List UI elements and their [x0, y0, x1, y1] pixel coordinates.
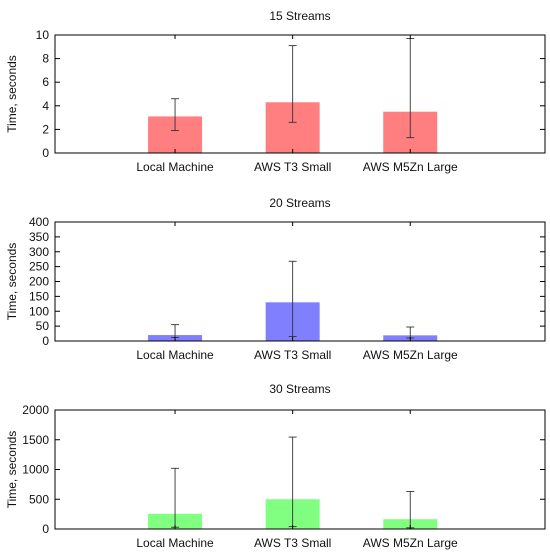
y-tick-label: 250 — [29, 260, 49, 274]
y-tick-label: 1000 — [22, 463, 49, 477]
x-tick-label: AWS M5Zn Large — [363, 348, 458, 362]
y-tick-label: 400 — [29, 215, 49, 229]
y-tick-label: 100 — [29, 304, 49, 318]
x-tick-label: AWS T3 Small — [254, 536, 331, 550]
y-tick-label: 0 — [42, 522, 49, 536]
y-tick-label: 2 — [42, 122, 49, 136]
x-tick-label: AWS T3 Small — [254, 160, 331, 174]
x-tick-label: AWS M5Zn Large — [363, 536, 458, 550]
chart-panel-2: 20 Streams Time, seconds 05010015020025030… — [5, 196, 546, 362]
y-tick-label: 0 — [42, 334, 49, 348]
x-tick-label: Local Machine — [136, 160, 214, 174]
x-tick-label: Local Machine — [136, 348, 214, 362]
y-tick-label: 150 — [29, 289, 49, 303]
y-tick-label: 1500 — [22, 433, 49, 447]
plot-frame — [54, 409, 546, 530]
y-tick-label: 50 — [36, 319, 50, 333]
y-tick-label: 350 — [29, 230, 49, 244]
y-tick-label: 500 — [29, 492, 49, 506]
x-tick-label: AWS M5Zn Large — [363, 160, 458, 174]
y-tick-label: 200 — [29, 275, 49, 289]
chart-title: 20 Streams — [269, 196, 330, 210]
y-axis-label: Time, seconds — [5, 243, 19, 321]
chart-panel-1: 15 Streams Time, seconds 0 2 4 6 8 10 Local Mach… — [5, 9, 546, 174]
y-tick-label: 8 — [42, 52, 49, 66]
y-tick-label: 10 — [36, 28, 50, 42]
y-tick-label: 4 — [42, 99, 49, 113]
chart-panel-3: 30 Streams Time, seconds 0 500 1000 1500 2000 L… — [5, 382, 546, 550]
plot-frame — [54, 221, 546, 342]
chart-title: 30 Streams — [269, 382, 330, 396]
y-tick-label: 2000 — [22, 403, 49, 417]
y-tick-label: 0 — [42, 146, 49, 160]
plot-frame — [54, 34, 546, 154]
y-axis-label: Time, seconds — [5, 55, 19, 133]
chart-title: 15 Streams — [269, 9, 330, 23]
y-axis-label: Time, seconds — [5, 431, 19, 509]
y-tick-label: 300 — [29, 245, 49, 259]
x-tick-label: Local Machine — [136, 536, 214, 550]
x-tick-label: AWS T3 Small — [254, 348, 331, 362]
y-tick-label: 6 — [42, 75, 49, 89]
